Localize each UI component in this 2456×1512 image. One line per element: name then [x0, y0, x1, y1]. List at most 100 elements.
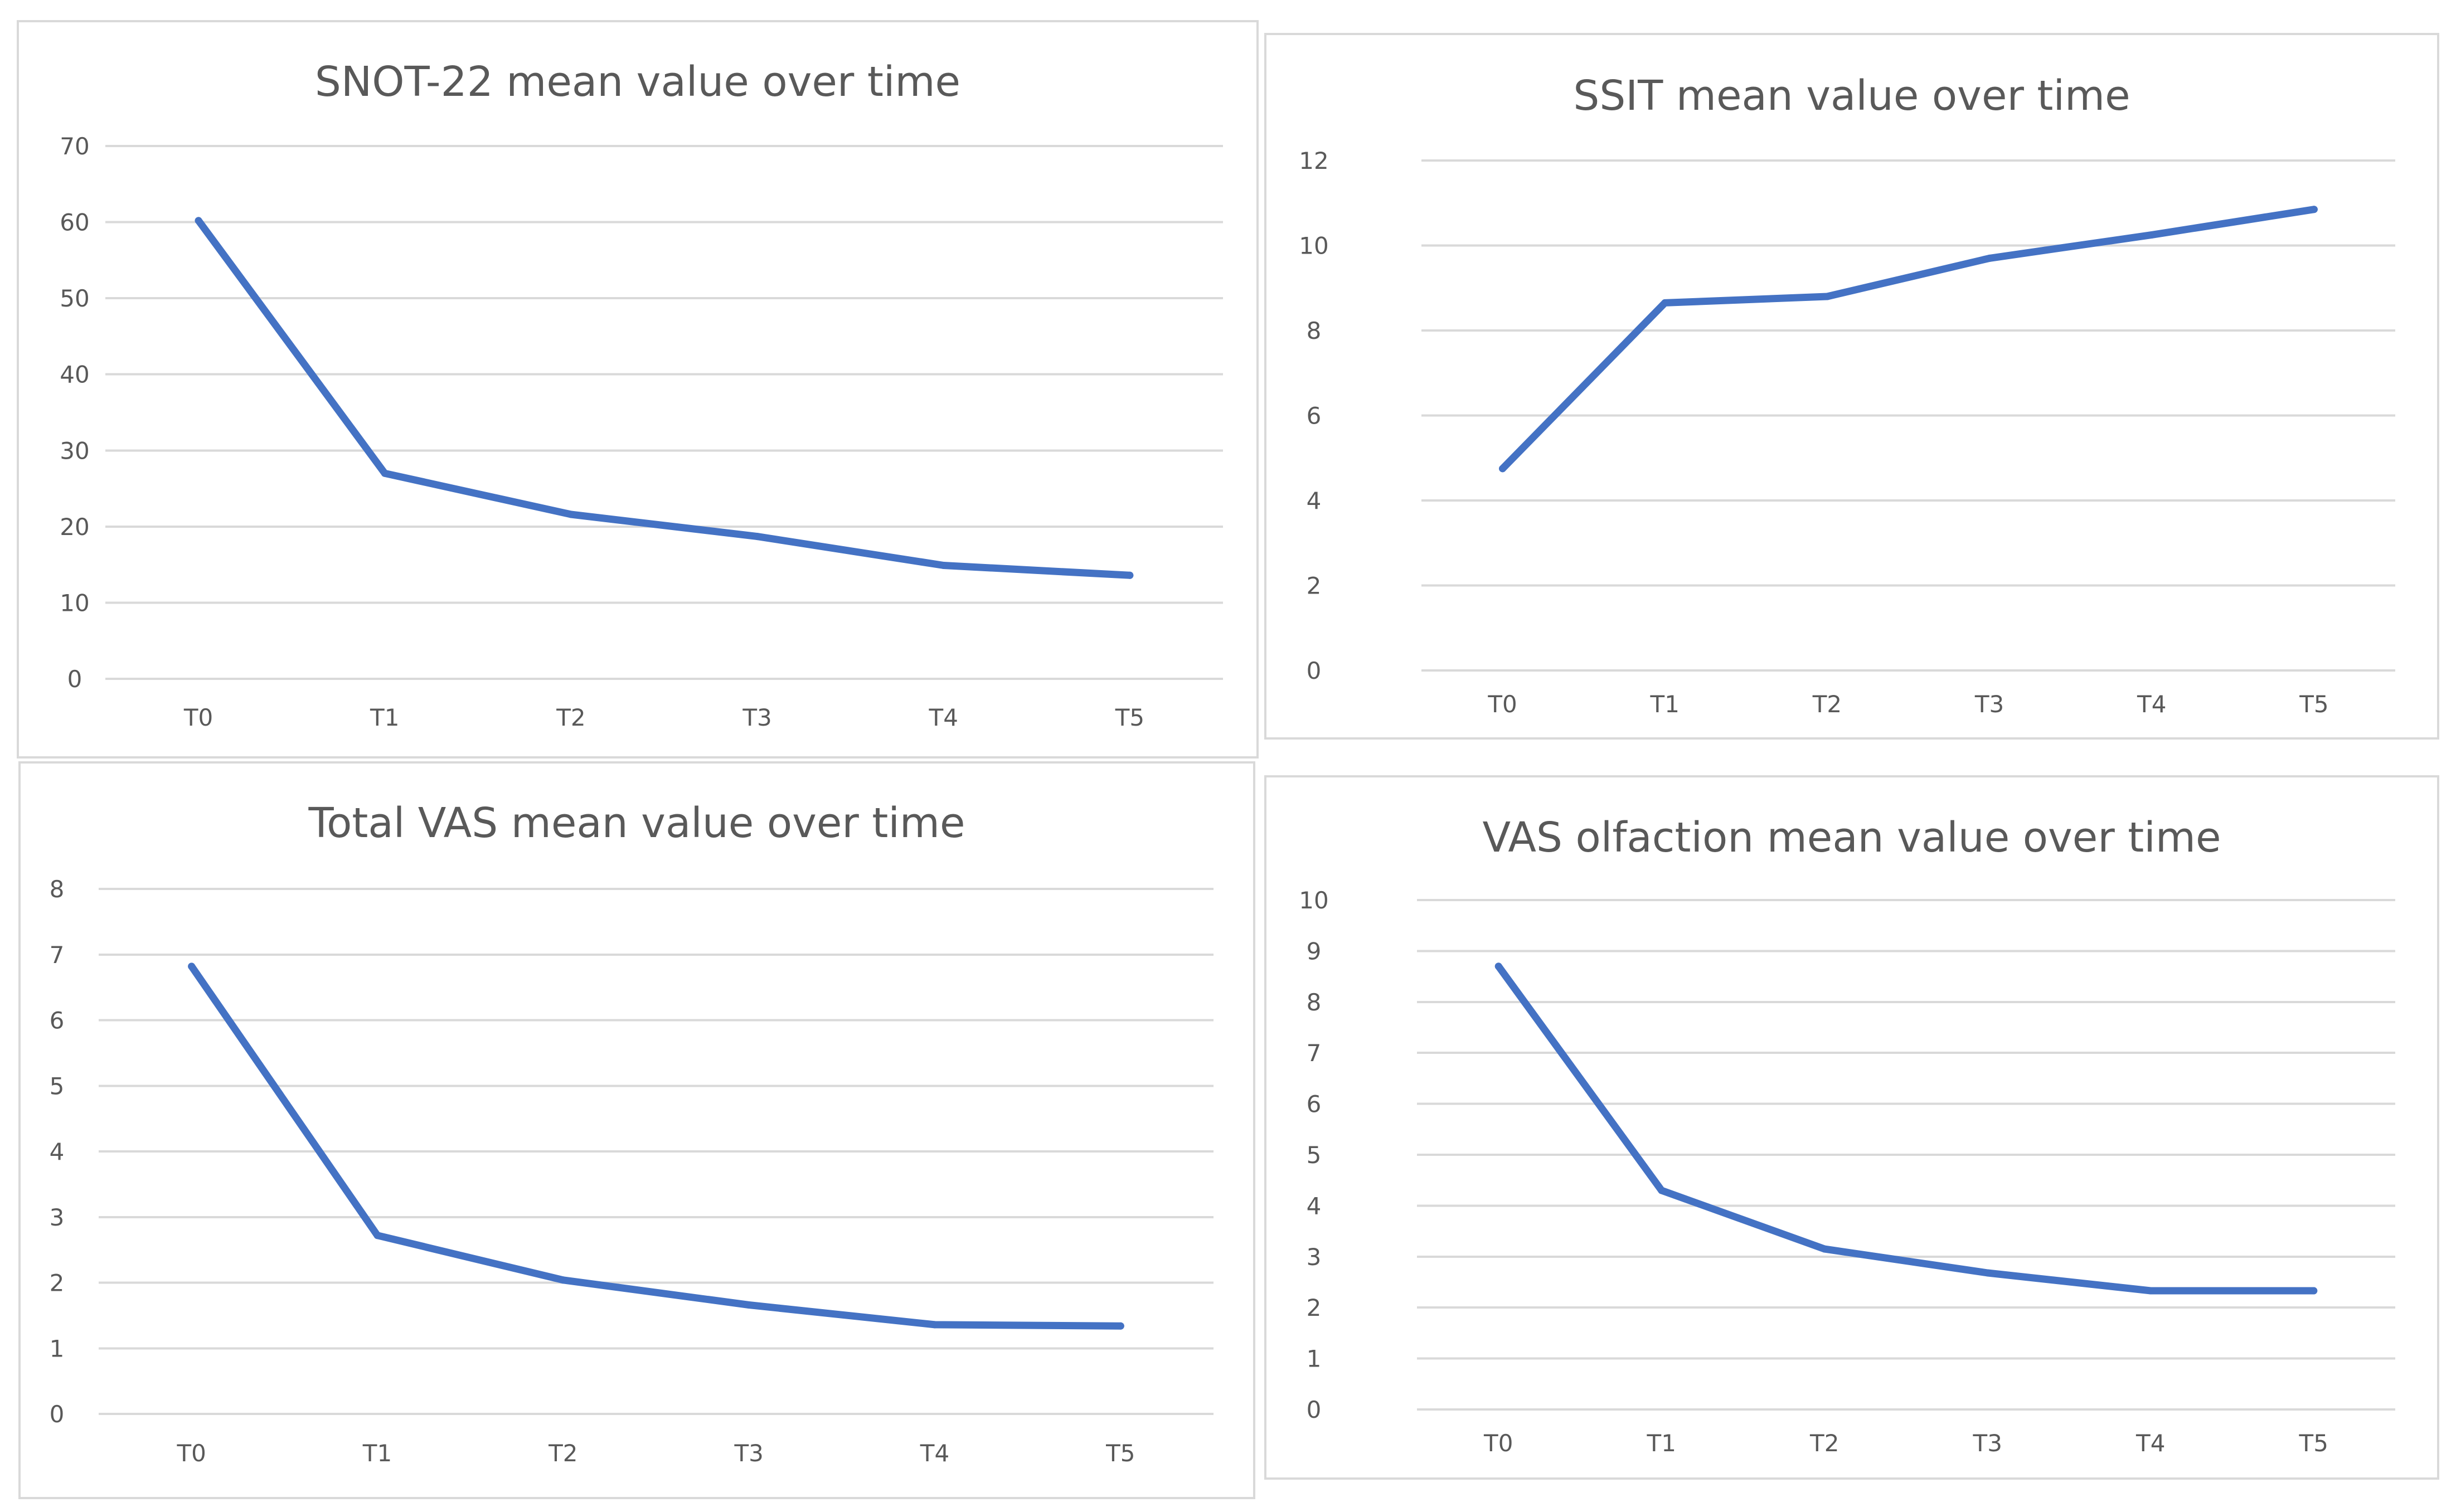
y-tick-label: 6	[50, 1007, 65, 1034]
chart-panel-vas-olfaction: VAS olfaction mean value over time 0 1 2 3 4 5…	[1264, 775, 2439, 1480]
data-point	[567, 511, 575, 518]
y-tick-label: 60	[60, 209, 89, 236]
y-tick-label: 0	[1307, 1396, 1322, 1423]
y-tick-label: 0	[67, 665, 82, 693]
y-tick-label: 5	[50, 1072, 65, 1100]
y-tick-label: 4	[1307, 487, 1322, 514]
y-tick-label: 10	[1299, 887, 1328, 914]
x-tick-label: T1	[362, 1440, 392, 1467]
y-tick-label: 1	[50, 1335, 65, 1362]
y-axis: 0 2 4 6 8 10 12	[1299, 147, 1328, 684]
gridlines	[1417, 899, 2395, 1411]
chart-ssit: SSIT mean value over time 0 2 4 6 8 10 12 T0 T1 T2…	[1299, 72, 2395, 718]
x-tick-label: T2	[1812, 691, 1842, 718]
x-tick-label: T3	[742, 704, 771, 731]
x-axis: T0 T1 T2 T3 T4 T5	[1487, 691, 2328, 718]
x-tick-label: T3	[734, 1440, 763, 1467]
y-axis: 0 10 20 30 40 50 60 70	[60, 133, 89, 693]
x-tick-label: T2	[1809, 1430, 1839, 1457]
y-tick-label: 6	[1307, 1091, 1322, 1118]
gridlines	[99, 888, 1214, 1415]
data-point	[1117, 1322, 1124, 1330]
series-points	[188, 962, 1124, 1330]
x-tick-label: T3	[1974, 691, 2004, 718]
y-tick-label: 6	[1307, 402, 1322, 430]
data-point	[1823, 293, 1831, 300]
series-points	[1499, 206, 2318, 473]
data-point	[1661, 299, 1669, 307]
x-tick-label: T0	[176, 1440, 206, 1467]
series-points	[195, 217, 1134, 579]
x-tick-label: T4	[2135, 1430, 2165, 1457]
chart-title: VAS olfaction mean value over time	[1483, 814, 2221, 862]
x-axis: T0 T1 T2 T3 T4 T5	[183, 704, 1144, 731]
y-tick-label: 50	[60, 285, 89, 312]
y-tick-label: 0	[1307, 657, 1322, 684]
data-point	[373, 1232, 381, 1239]
y-tick-label: 20	[60, 513, 89, 541]
chart-panel-ssit: SSIT mean value over time 0 2 4 6 8 10 12 T0 T1 T2…	[1264, 33, 2439, 740]
chart-panel-total-vas: Total VAS mean value over time 0 1 2 3 4 5 6 7 8 T…	[18, 761, 1255, 1499]
data-point	[931, 1321, 939, 1329]
y-tick-label: 1	[1307, 1345, 1322, 1373]
y-tick-label: 8	[50, 876, 65, 903]
data-point	[1984, 1269, 1992, 1277]
chart-panel-snot22: SNOT-22 mean value over time 0 10 20 30 40 50 6…	[17, 20, 1259, 759]
data-point	[1499, 465, 1507, 473]
y-tick-label: 4	[1307, 1192, 1322, 1219]
x-tick-label: T4	[2137, 691, 2166, 718]
data-point	[2310, 1287, 2318, 1295]
data-point	[559, 1276, 567, 1284]
data-point	[2310, 206, 2318, 213]
x-tick-label: T2	[548, 1440, 577, 1467]
x-tick-label: T4	[929, 704, 958, 731]
series-line	[195, 217, 1134, 579]
chart-snot22: SNOT-22 mean value over time 0 10 20 30 40 50 6…	[60, 58, 1223, 731]
data-point	[1126, 571, 1134, 579]
chart-vas-olfaction: VAS olfaction mean value over time 0 1 2 3 4 5…	[1299, 814, 2395, 1457]
series-line	[1499, 206, 2318, 473]
y-tick-label: 40	[60, 361, 89, 388]
x-tick-label: T0	[1487, 691, 1517, 718]
y-tick-label: 2	[50, 1270, 65, 1297]
y-tick-label: 10	[1299, 232, 1328, 260]
y-tick-label: 8	[1307, 989, 1322, 1016]
x-axis: T0 T1 T2 T3 T4 T5	[1483, 1430, 2328, 1457]
data-point	[2148, 231, 2156, 239]
gridlines	[1421, 159, 2395, 672]
data-point	[195, 217, 202, 225]
y-tick-label: 4	[50, 1138, 65, 1165]
chart-title: SNOT-22 mean value over time	[315, 58, 960, 106]
x-axis: T0 T1 T2 T3 T4 T5	[176, 1440, 1135, 1467]
series-points	[1494, 962, 2318, 1295]
data-point	[1986, 254, 1993, 262]
data-point	[2147, 1287, 2154, 1295]
y-tick-label: 2	[1307, 572, 1322, 600]
gridlines	[105, 145, 1223, 680]
data-point	[745, 1301, 753, 1309]
y-tick-label: 2	[1307, 1294, 1322, 1321]
data-point	[1494, 962, 1502, 970]
chart-total-vas: Total VAS mean value over time 0 1 2 3 4 5 6 7 8 T…	[50, 799, 1214, 1467]
y-tick-label: 9	[1307, 937, 1322, 965]
y-tick-label: 70	[60, 133, 89, 160]
series-line	[1494, 962, 2318, 1295]
data-point	[1658, 1187, 1666, 1194]
x-tick-label: T5	[1115, 704, 1144, 731]
data-point	[754, 533, 761, 541]
x-tick-label: T1	[1650, 691, 1680, 718]
x-tick-label: T1	[370, 704, 399, 731]
x-tick-label: T3	[1973, 1430, 2002, 1457]
x-tick-label: T5	[2299, 1430, 2328, 1457]
y-tick-label: 5	[1307, 1141, 1322, 1169]
x-tick-label: T1	[1647, 1430, 1676, 1457]
x-tick-label: T0	[183, 704, 213, 731]
chart-title: Total VAS mean value over time	[308, 799, 965, 847]
y-tick-label: 10	[60, 589, 89, 616]
x-tick-label: T2	[556, 704, 585, 731]
x-tick-label: T0	[1483, 1430, 1513, 1457]
y-tick-label: 8	[1307, 317, 1322, 344]
chart-title: SSIT mean value over time	[1573, 72, 2130, 120]
x-tick-label: T5	[2299, 691, 2328, 718]
